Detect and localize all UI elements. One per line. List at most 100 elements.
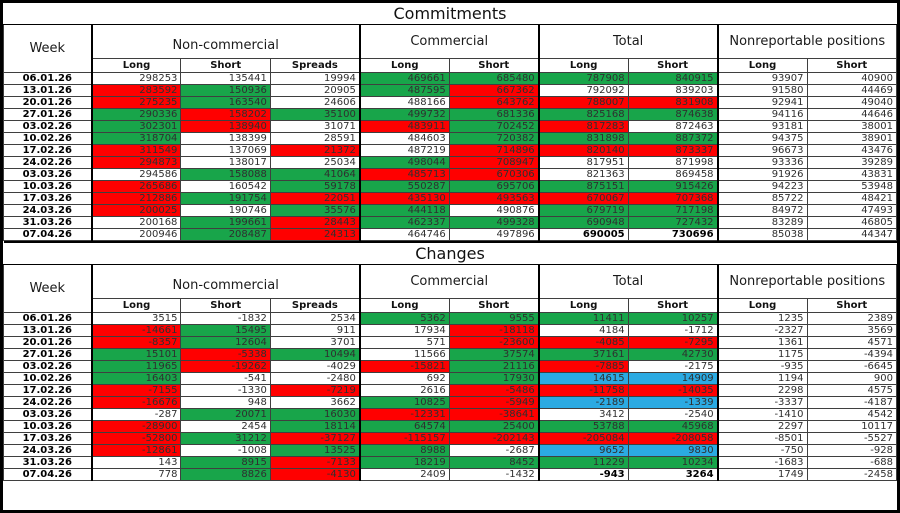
value-cell: 720382: [448, 132, 540, 145]
value-cell: -4187: [806, 396, 897, 409]
value-cell: 681336: [448, 108, 540, 121]
value-cell: 44646: [806, 108, 897, 121]
value-cell: 15101: [90, 348, 182, 361]
value-cell: 96673: [716, 144, 808, 157]
value-cell: 35576: [269, 204, 361, 217]
value-cell: 83289: [716, 216, 808, 229]
col-c-short: Short: [448, 298, 540, 313]
value-cell: 3412: [537, 408, 629, 421]
col-nc-long: Long: [90, 298, 182, 313]
value-cell: -6645: [806, 360, 897, 373]
value-cell: 18219: [358, 456, 450, 469]
value-cell: -37127: [269, 432, 361, 445]
value-cell: 15495: [180, 324, 271, 337]
value-cell: -11758: [537, 384, 629, 397]
table-row: 13.01.26 283592 150936 20905 487595 667362 792…: [3, 84, 897, 97]
week-cell: 10.02.26: [3, 372, 92, 385]
value-cell: 670306: [448, 168, 540, 181]
table-row: 24.02.26 294873 138017 25034 498044 708947 817…: [3, 156, 897, 169]
week-cell: 20.01.26: [3, 336, 92, 349]
value-cell: -5486: [448, 384, 540, 397]
week-cell: 20.01.26: [3, 96, 92, 109]
value-cell: 94375: [716, 132, 808, 145]
value-cell: 46805: [806, 216, 897, 229]
value-cell: -1330: [180, 384, 271, 397]
value-cell: 302301: [90, 120, 182, 133]
value-cell: 22051: [269, 192, 361, 205]
value-cell: 158088: [180, 168, 271, 181]
value-cell: 43831: [806, 168, 897, 181]
week-cell: 10.03.26: [3, 420, 92, 433]
value-cell: 8988: [358, 444, 450, 457]
value-cell: 190746: [180, 204, 271, 217]
value-cell: 212886: [90, 192, 182, 205]
value-cell: 690948: [537, 216, 629, 229]
value-cell: 294873: [90, 156, 182, 169]
value-cell: 18114: [269, 420, 361, 433]
value-cell: 4571: [806, 336, 897, 349]
value-cell: 143: [90, 456, 182, 469]
value-cell: 41064: [269, 168, 361, 181]
value-cell: 464746: [358, 228, 450, 241]
value-cell: -1683: [716, 456, 808, 469]
value-cell: 8915: [180, 456, 271, 469]
value-cell: 490876: [448, 204, 540, 217]
value-cell: 488166: [358, 96, 450, 109]
value-cell: 265686: [90, 180, 182, 193]
commitments-title-row: Commitments: [3, 3, 897, 25]
value-cell: 498044: [358, 156, 450, 169]
value-cell: 4575: [806, 384, 897, 397]
value-cell: 19994: [269, 72, 361, 85]
value-cell: 483911: [358, 120, 450, 133]
value-cell: 2389: [806, 312, 897, 325]
table-row: 27.01.26 290336 158202 35100 499732 681336 825…: [3, 108, 897, 121]
col-nr-short: Short: [806, 58, 897, 73]
value-cell: 831908: [627, 96, 719, 109]
value-cell: 11566: [358, 348, 450, 361]
value-cell: 550287: [358, 180, 450, 193]
group-total: Total: [537, 24, 719, 59]
value-cell: 91926: [716, 168, 808, 181]
value-cell: -1008: [180, 444, 271, 457]
week-cell: 27.01.26: [3, 348, 92, 361]
value-cell: 11411: [537, 312, 629, 325]
week-cell: 17.03.26: [3, 192, 92, 205]
table-row: 03.03.26 294586 158088 41064 485713 670306 821…: [3, 168, 897, 181]
week-cell: 03.02.26: [3, 120, 92, 133]
value-cell: 91580: [716, 84, 808, 97]
value-cell: -5338: [180, 348, 271, 361]
value-cell: -202143: [448, 432, 540, 445]
value-cell: 869458: [627, 168, 719, 181]
value-cell: 85038: [716, 228, 808, 241]
value-cell: 94116: [716, 108, 808, 121]
value-cell: -1712: [627, 324, 719, 337]
value-cell: 20071: [180, 408, 271, 421]
value-cell: 499732: [358, 108, 450, 121]
value-cell: 493563: [448, 192, 540, 205]
value-cell: 707368: [627, 192, 719, 205]
value-cell: 38001: [806, 120, 897, 133]
table-row: 03.03.26 -287 20071 16030 -12331 -38641 3412 -2…: [3, 408, 897, 421]
value-cell: 9555: [448, 312, 540, 325]
value-cell: 200946: [90, 228, 182, 241]
value-cell: 135441: [180, 72, 271, 85]
value-cell: 444118: [358, 204, 450, 217]
value-cell: 484603: [358, 132, 450, 145]
value-cell: -7295: [627, 336, 719, 349]
value-cell: 47493: [806, 204, 897, 217]
week-cell: 13.01.26: [3, 84, 92, 97]
week-cell: 03.03.26: [3, 408, 92, 421]
value-cell: -928: [806, 444, 897, 457]
value-cell: 298253: [90, 72, 182, 85]
col-c-long: Long: [358, 58, 450, 73]
value-cell: -1432: [448, 468, 540, 481]
value-cell: 150936: [180, 84, 271, 97]
value-cell: 3569: [806, 324, 897, 337]
value-cell: 53788: [537, 420, 629, 433]
value-cell: 2454: [180, 420, 271, 433]
value-cell: 294586: [90, 168, 182, 181]
week-cell: 24.02.26: [3, 396, 92, 409]
value-cell: 11229: [537, 456, 629, 469]
value-cell: 37574: [448, 348, 540, 361]
